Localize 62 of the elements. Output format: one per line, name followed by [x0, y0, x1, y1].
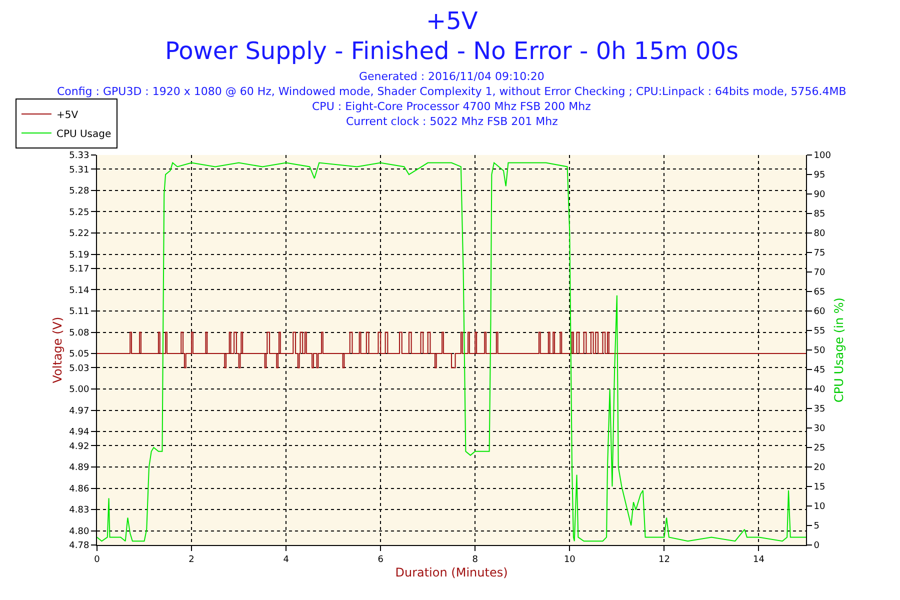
y-tick-label: 4.78	[69, 541, 90, 552]
y-tick-label: 4.94	[69, 428, 90, 438]
y2-axis-title: CPU Usage (in %)	[832, 298, 846, 402]
y2-tick-label: 5	[814, 522, 820, 532]
y-tick-label: 5.17	[69, 264, 90, 275]
y-tick-label: 5.08	[69, 328, 90, 338]
y2-tick-label: 30	[814, 424, 826, 434]
y2-tick-label: 45	[814, 366, 826, 376]
text: CPU : Eight-Core Processor 4700 Mhz FSB 200 Mhz	[312, 100, 592, 113]
y-tick-label: 5.05	[69, 350, 90, 360]
y-tick-label: 5.11	[69, 307, 90, 318]
y-tick-label: 5.31	[69, 165, 90, 176]
y-tick-label: 5.14	[69, 286, 90, 296]
line-series	[97, 162, 806, 542]
y2-tick-label: 10	[814, 502, 826, 512]
y-axis-title: Voltage (V)	[50, 316, 64, 384]
y2-tick-label: 85	[814, 210, 826, 220]
x-tick-label: 10	[564, 554, 576, 565]
y-tick-label: 5.03	[69, 364, 90, 374]
y-tick-label: 4.89	[69, 463, 90, 474]
y-tick-label: 4.97	[69, 406, 90, 416]
y2-tick-label: 50	[814, 346, 826, 356]
y2-tick-label: 80	[814, 229, 826, 240]
y2-tick-label: 25	[814, 444, 826, 454]
x-tick-label: 12	[658, 554, 670, 565]
text: Current clock : 5022 Mhz FSB 201 Mhz	[346, 115, 558, 128]
y-tick-label: 5.33	[69, 151, 90, 162]
y-tick-label: 5.22	[69, 229, 90, 240]
chart-title: +5V	[426, 7, 478, 35]
x-tick-label: 0	[94, 554, 100, 565]
x-tick-label: 6	[378, 554, 384, 565]
y2-tick-label: 70	[814, 268, 826, 278]
y-tick-label: 4.92	[69, 442, 90, 452]
y2-tick-label: 90	[814, 190, 826, 200]
text: Config : GPU3D : 1920 x 1080 @ 60 Hz, Windowed mode, Shader Complexity 1, without Error Checking ; CPU:Linpack : 64bits mode, 5756.4MB	[57, 85, 846, 98]
x-tick-label: 2	[188, 554, 194, 565]
y-tick-label: 4.86	[69, 484, 90, 494]
y2-tick-label: 95	[814, 170, 826, 181]
y-tick-label: 5.00	[69, 385, 90, 396]
legend-label: +5V	[56, 110, 78, 121]
y2-tick-label: 65	[814, 288, 826, 298]
y2-tick-label: 40	[814, 385, 826, 396]
y2-tick-label: 75	[814, 248, 826, 259]
y-tick-label: 5.28	[69, 186, 90, 197]
y2-tick-label: 35	[814, 404, 826, 415]
y2-tick-label: 55	[814, 326, 826, 337]
y-tick-label: 4.83	[69, 506, 90, 516]
y2-tick-label: 100	[814, 151, 832, 162]
chart-subtitle: Power Supply - Finished - No Error - 0h 15m 00s	[165, 37, 739, 65]
y2-tick-label: 0	[814, 541, 820, 552]
y2-tick-label: 60	[814, 307, 826, 318]
y-tick-label: 4.80	[69, 526, 90, 537]
y2-tick-label: 20	[814, 463, 826, 474]
legend-label: CPU Usage	[56, 128, 112, 140]
x-axis-title: Duration (Minutes)	[395, 566, 508, 580]
x-tick-label: 14	[753, 554, 765, 565]
x-tick-label: 4	[283, 554, 290, 565]
text: Generated : 2016/11/04 09:10:20	[359, 70, 544, 83]
y2-tick-label: 15	[814, 482, 826, 493]
y-tick-label: 5.19	[69, 250, 90, 260]
x-tick-label: 8	[472, 554, 478, 565]
y-tick-label: 5.25	[69, 208, 90, 218]
